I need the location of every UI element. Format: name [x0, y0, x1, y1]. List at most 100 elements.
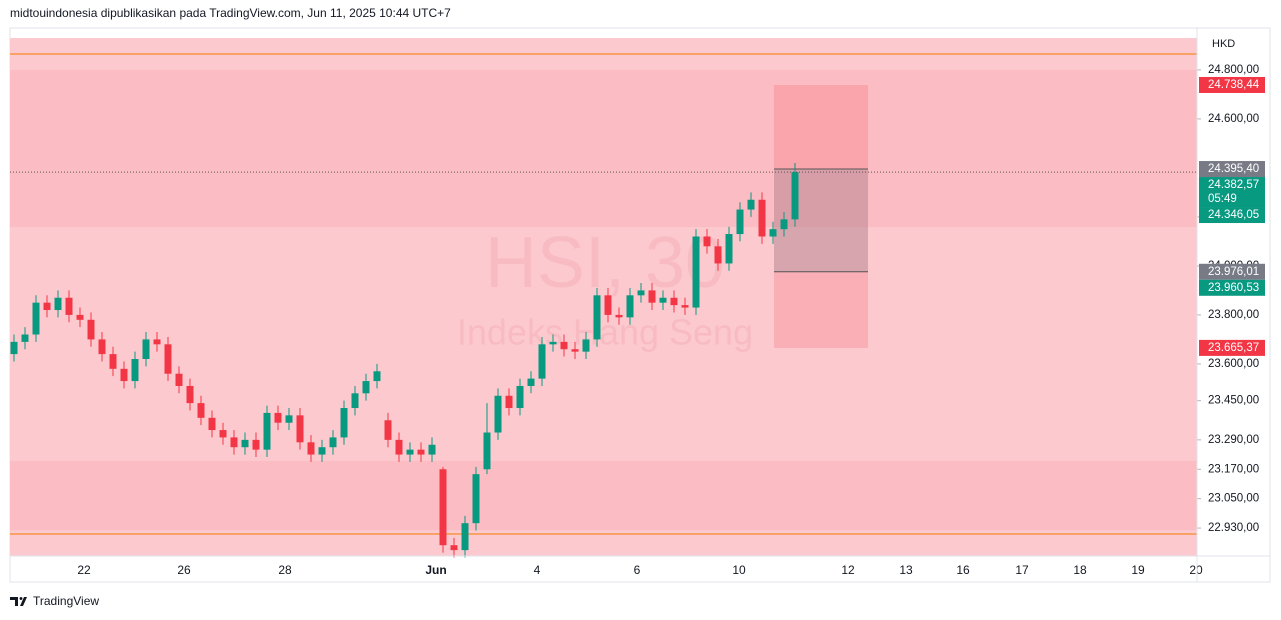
candle-body [461, 523, 469, 551]
watermark: HSI, 30 [485, 223, 725, 303]
candle-body [285, 415, 293, 423]
price-marker-label: 23.976,01 [1208, 266, 1259, 278]
candle-body [670, 297, 678, 306]
candle-body [428, 444, 436, 455]
candle-body [120, 368, 128, 382]
candle-body [362, 381, 370, 394]
candle-body [340, 408, 348, 438]
x-tick-label: 20 [1189, 563, 1203, 577]
price-marker [1199, 76, 1265, 93]
candle-body [538, 344, 546, 379]
y-tick-label: 23.450,00 [1208, 395, 1259, 407]
x-tick-label: 26 [177, 563, 191, 577]
candle-body [21, 334, 29, 342]
candle-body [197, 403, 205, 418]
candle-body [395, 439, 403, 455]
position-profit [774, 169, 868, 272]
candle-body [505, 395, 513, 409]
candle-body [604, 295, 612, 315]
candle-body [582, 339, 590, 352]
candle-body [681, 305, 689, 308]
price-marker [1199, 279, 1265, 296]
candle-body [230, 437, 238, 448]
x-tick-label: 18 [1073, 563, 1087, 577]
y-tick-label: 23.800,00 [1208, 309, 1259, 321]
price-marker-label: 23.665,37 [1208, 342, 1259, 354]
price-marker-label: 24.738,44 [1208, 79, 1260, 91]
candle-body [296, 415, 304, 443]
candle-body [725, 234, 733, 264]
x-tick-label: 6 [634, 563, 641, 577]
candle-body [252, 439, 260, 450]
candle-body [241, 439, 249, 448]
candle-body [549, 341, 557, 345]
candle-body [494, 395, 502, 433]
x-tick-label: 16 [956, 563, 970, 577]
watermark-subtitle: Indeks Hang Seng [457, 312, 753, 353]
brand: TradingView [33, 594, 99, 608]
candle-body [516, 385, 524, 409]
candle-body [648, 290, 656, 303]
x-tick-label: 17 [1015, 563, 1029, 577]
candle-body [329, 437, 337, 448]
candle-body [274, 412, 282, 423]
price-marker-label: 23.960,53 [1208, 282, 1259, 294]
candle-body [109, 354, 117, 369]
candle-body [637, 290, 645, 296]
candle-body [164, 344, 172, 374]
candle-body [10, 341, 18, 355]
candle-body [153, 339, 161, 345]
candle-body [615, 314, 623, 318]
price-marker-label: 24.346,05 [1208, 209, 1259, 221]
x-tick-label: 12 [841, 563, 855, 577]
y-tick-label: 24.600,00 [1208, 113, 1259, 125]
candle-body [747, 199, 755, 210]
price-marker [1199, 339, 1265, 356]
candle-body [714, 246, 722, 264]
candle-body [439, 469, 447, 546]
candle-body [560, 341, 568, 350]
candle-body [527, 378, 535, 386]
zone [10, 69, 1197, 227]
y-tick-label: 23.290,00 [1208, 434, 1259, 446]
candle-body [142, 339, 150, 360]
candle-body [571, 349, 579, 352]
candle-body [406, 449, 414, 455]
x-tick-label: Jun [425, 563, 446, 577]
candle-body [263, 412, 271, 450]
y-tick-label: 22.930,00 [1208, 522, 1259, 534]
candle-body [791, 172, 799, 220]
candle-body [76, 314, 84, 320]
x-tick-label: 19 [1131, 563, 1145, 577]
candle-body [307, 442, 315, 455]
price-marker [1199, 207, 1265, 224]
x-tick-label: 4 [534, 563, 541, 577]
candle-body [219, 430, 227, 438]
candle-body [472, 474, 480, 524]
candle-body [131, 359, 139, 382]
price-marker-label: 24.395,40 [1208, 163, 1259, 175]
candle-body [98, 339, 106, 355]
x-tick-label: 10 [732, 563, 746, 577]
y-tick-label: 24.800,00 [1208, 64, 1259, 76]
y-tick-label: 23.170,00 [1208, 463, 1259, 475]
candle-body [54, 297, 62, 311]
x-tick-label: 22 [77, 563, 91, 577]
candle-body [736, 209, 744, 235]
candle-body [417, 449, 425, 455]
candle-body [703, 236, 711, 247]
candle-body [659, 297, 667, 303]
candle-body [208, 417, 216, 431]
candle-body [175, 373, 183, 386]
candle-body [626, 295, 634, 318]
x-tick-label: 13 [899, 563, 913, 577]
chart-title: midtouindonesia dipublikasikan pada Trad… [10, 6, 451, 20]
candle-body [373, 371, 381, 382]
candle-body [692, 236, 700, 308]
price-marker [1199, 161, 1265, 178]
candle-body [450, 545, 458, 551]
price-marker [1199, 177, 1265, 208]
zone [10, 460, 1197, 531]
